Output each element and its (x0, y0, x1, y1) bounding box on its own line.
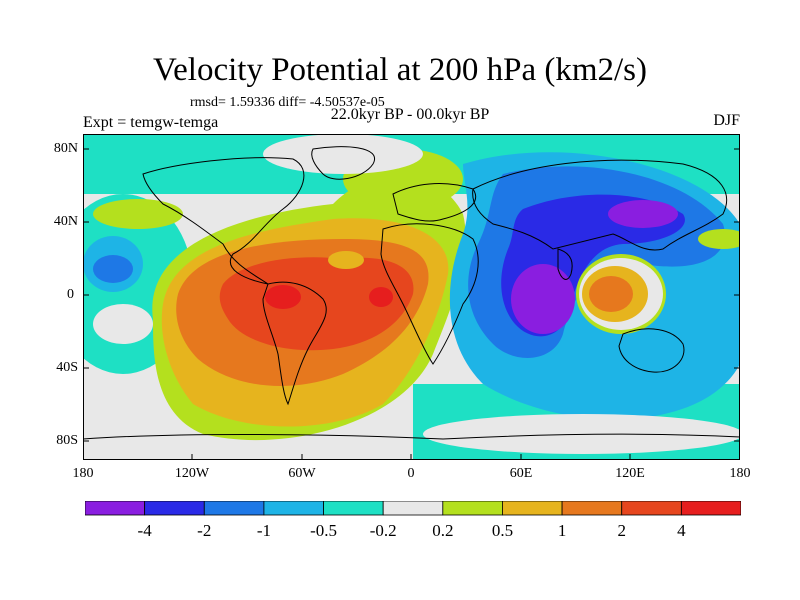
colorbar-swatch (502, 501, 563, 516)
colorbar-swatch (323, 501, 384, 516)
colorbar-swatch (85, 501, 146, 516)
contour-pacific-neutral (93, 304, 153, 344)
colorbar-label: -1 (256, 521, 271, 540)
colorbar-label: -0.5 (310, 521, 337, 540)
subtitle: 22.0kyr BP - 00.0kyr BP (330, 106, 490, 123)
contour-min-io2 (608, 200, 678, 228)
map-plot (83, 134, 740, 460)
ticks (83, 148, 740, 460)
lon-label-0: 0 (407, 466, 415, 481)
contour-max-atl (369, 287, 393, 307)
contour-pacific-blue (93, 255, 133, 283)
coast-antarctica (83, 433, 740, 440)
lon-label-120w: 120W (174, 466, 210, 481)
contour-east-green (698, 229, 740, 249)
contour-atlantic-red (219, 257, 414, 351)
colorbar-label: 0.2 (432, 521, 454, 540)
coastlines (83, 146, 740, 440)
colorbar-label: -2 (197, 521, 212, 540)
lon-label-120e: 120E (615, 466, 645, 481)
contour-max-sa (265, 285, 301, 309)
contour-min-io (511, 264, 575, 334)
contour-neutral-north (263, 134, 423, 174)
colorbar-label: -0.2 (369, 521, 397, 540)
lat-label-40s: 40S (56, 360, 78, 375)
colorbar-swatch (203, 501, 265, 516)
lon-label-60e: 60E (509, 466, 533, 481)
lon-label-180e: 180 (729, 466, 751, 481)
season-label: DJF (713, 112, 740, 129)
stats-label: rmsd= 1.59336 diff= -4.50537e-05 (190, 95, 385, 110)
lat-label-80s: 80S (56, 433, 78, 448)
colorbar-swatch (680, 501, 741, 516)
colorbar-label: 1 (557, 521, 567, 540)
coast-greenland (311, 146, 376, 180)
coast-africa (380, 223, 479, 365)
contour-green-west (93, 199, 183, 229)
colorbar-swatch (382, 501, 444, 516)
coast-australia (618, 328, 685, 373)
coast-south-america (262, 281, 327, 406)
colorbar-label: 4 (677, 521, 686, 540)
colorbar-label: 0.5 (491, 521, 514, 540)
lon-label-180w: 180 (72, 466, 94, 481)
contour-mc-orange (589, 276, 633, 312)
colorbar-swatch (442, 501, 503, 516)
lat-label-80n: 80N (53, 141, 78, 156)
coast-europe (392, 183, 476, 222)
coast-india (557, 248, 573, 280)
colorbar-swatch (263, 501, 324, 516)
colorbar (85, 501, 741, 516)
coast-asia (472, 159, 728, 251)
lon-label-60w: 60W (288, 466, 316, 481)
colorbar-swatch (561, 501, 623, 516)
colorbar-label: -4 (137, 521, 152, 540)
contour-yellow-blob (328, 251, 364, 269)
experiment-label: Expt = temgw-temga (83, 114, 219, 131)
chart-title: Velocity Potential at 200 hPa (km2/s) (152, 52, 648, 88)
lat-label-0: 0 (67, 287, 74, 302)
lat-label-40n: 40N (53, 214, 78, 229)
coast-north-america (142, 157, 305, 285)
colorbar-label: 2 (617, 521, 626, 540)
colorbar-swatch (144, 501, 205, 516)
colorbar-swatch (621, 501, 682, 516)
